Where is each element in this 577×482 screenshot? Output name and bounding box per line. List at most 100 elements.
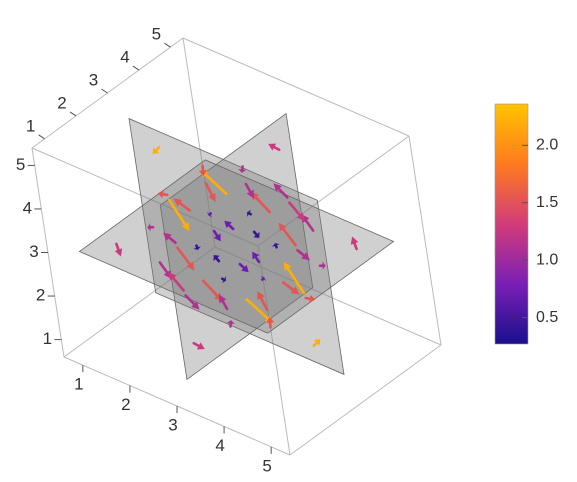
colorbar-fill <box>494 103 529 345</box>
arrow-shaft <box>272 145 281 152</box>
arrow-shaft <box>161 192 169 197</box>
arrow-head <box>213 233 221 242</box>
x-tick-label: 5 <box>262 456 271 475</box>
arrow-shaft <box>252 230 258 236</box>
arrow-shaft <box>201 279 219 297</box>
arrow-shaft <box>192 341 201 348</box>
arrow-head <box>168 271 177 281</box>
y-tick <box>69 111 77 117</box>
arrow <box>212 229 221 242</box>
x-tick-label: 1 <box>74 375 83 394</box>
arrow <box>152 145 161 154</box>
arrow-shaft <box>245 298 269 320</box>
arrow-shaft <box>208 212 213 216</box>
arrow-shaft <box>212 229 219 237</box>
x-tick-label: 4 <box>215 436 224 455</box>
colorbar: 0.5 1.0 1.5 2.0 <box>494 103 558 345</box>
arrow-shaft <box>304 219 315 232</box>
arrow <box>350 236 359 251</box>
colorbar-tick-label: 0.5 <box>536 309 558 326</box>
y-tick <box>132 65 140 71</box>
arrow-shaft <box>353 242 358 251</box>
z-tick-label: 5 <box>16 155 25 174</box>
arrow-shaft <box>178 201 191 212</box>
z-tick-label: 1 <box>43 329 52 348</box>
arrow-head <box>173 198 183 207</box>
y-tick-label: 4 <box>120 48 129 67</box>
arrow-head <box>247 209 251 217</box>
arrow-head <box>238 168 247 173</box>
arrow <box>168 271 185 292</box>
arrow-head <box>290 286 300 295</box>
slice-plane-y <box>128 117 345 376</box>
arrow-shaft <box>171 276 185 292</box>
arrow <box>273 183 289 199</box>
box-edge <box>182 37 410 137</box>
arrow-shaft <box>115 242 120 251</box>
colorbar-tick-label: 1.5 <box>536 194 558 211</box>
arrow-shaft <box>277 187 289 199</box>
arrow-shaft <box>167 236 177 244</box>
arrow-head <box>301 252 311 261</box>
x-tick-label: 2 <box>121 395 130 414</box>
arrow-shaft <box>204 173 228 195</box>
arrow <box>257 291 269 311</box>
arrow <box>252 230 260 239</box>
arrow <box>318 261 326 270</box>
arrow-head <box>218 294 227 304</box>
arrow-head <box>273 183 282 192</box>
arrow-shaft <box>168 198 187 226</box>
arrow <box>193 244 201 250</box>
arrow-shaft <box>288 201 302 217</box>
vector-field <box>114 143 359 350</box>
arrow <box>176 246 195 271</box>
arrow <box>204 182 216 202</box>
y-tick-label: 2 <box>57 93 66 112</box>
arrow-head <box>157 190 164 199</box>
arrow <box>278 222 297 247</box>
arrow-head <box>283 261 292 271</box>
arrow-head <box>162 232 172 241</box>
y-tick-label: 3 <box>89 70 98 89</box>
arrow-head <box>260 275 267 282</box>
arrow-shaft <box>184 294 196 306</box>
arrow <box>162 232 177 244</box>
arrow <box>147 223 155 232</box>
arrow-shaft <box>221 300 229 311</box>
y-tick <box>164 42 171 48</box>
arrow-head <box>152 147 160 154</box>
box-edge <box>214 246 442 346</box>
arrow-shaft <box>259 296 269 311</box>
arrow <box>168 198 190 232</box>
arrow-head <box>198 170 207 177</box>
arrow <box>247 209 253 217</box>
z-tick-label: 2 <box>36 286 45 305</box>
arrow-shaft <box>220 277 226 281</box>
arrow-shaft <box>282 281 295 292</box>
arrow <box>238 262 249 273</box>
arrow <box>283 261 305 295</box>
arrow <box>288 201 305 222</box>
arrow-head <box>241 264 249 273</box>
plot-box: 1 2 3 4 5 1 2 3 4 5 1 2 3 4 5 <box>16 25 442 475</box>
arrow-shaft <box>154 145 161 152</box>
arrow-shaft <box>195 244 199 249</box>
arrow <box>312 339 321 348</box>
arrow-shaft <box>238 262 246 270</box>
arrow-head <box>322 261 326 270</box>
arrow-head <box>313 339 321 346</box>
arrow <box>268 143 281 152</box>
arrow-head <box>253 232 260 239</box>
arrow-shaft <box>260 277 265 281</box>
arrow <box>173 198 191 212</box>
arrow-shaft <box>204 182 214 197</box>
arrow-head <box>196 342 205 350</box>
arrow-head <box>257 291 265 300</box>
arrow <box>220 276 226 284</box>
arrow-head <box>246 189 255 199</box>
arrow-shaft <box>282 227 297 247</box>
box-edge <box>289 344 442 456</box>
box-edge <box>408 135 442 346</box>
arrow <box>114 242 123 257</box>
arrow <box>184 294 200 310</box>
